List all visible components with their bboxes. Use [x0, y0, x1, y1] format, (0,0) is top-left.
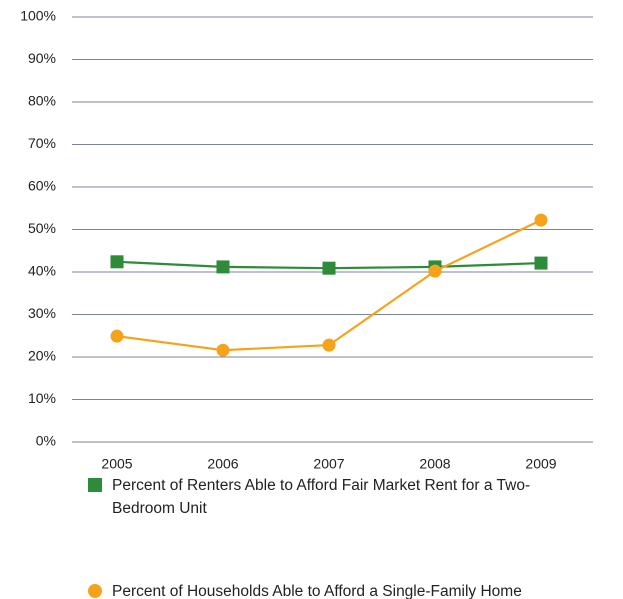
y-tick-label: 70%	[28, 135, 56, 151]
series-line	[116, 219, 542, 352]
point	[428, 264, 442, 278]
y-tick-label: 40%	[28, 263, 56, 279]
point	[322, 338, 336, 352]
x-tick-label: 2006	[207, 456, 238, 472]
legend-swatch	[88, 478, 102, 492]
point	[216, 343, 230, 357]
y-tick-label: 0%	[36, 433, 56, 449]
legend-item: Percent of Renters Able to Afford Fair M…	[88, 474, 588, 520]
point	[534, 256, 548, 270]
x-tick-label: 2007	[313, 456, 344, 472]
legend-label: Percent of Households Able to Afford a S…	[112, 583, 522, 599]
y-tick-label: 10%	[28, 390, 56, 406]
legend-item: Percent of Households Able to Afford a S…	[88, 580, 588, 599]
x-tick-label: 2008	[419, 456, 450, 472]
legend-swatch	[88, 584, 102, 598]
y-tick-label: 30%	[28, 305, 56, 321]
y-tick-label: 20%	[28, 348, 56, 364]
x-tick-label: 2009	[525, 456, 556, 472]
point	[534, 213, 548, 227]
point	[110, 255, 124, 269]
point	[216, 260, 230, 274]
point	[110, 329, 124, 343]
y-tick-label: 60%	[28, 178, 56, 194]
y-tick-label: 100%	[20, 8, 56, 24]
x-tick-label: 2005	[101, 456, 132, 472]
y-tick-label: 50%	[28, 220, 56, 236]
point	[322, 261, 336, 275]
y-tick-label: 90%	[28, 50, 56, 66]
y-tick-label: 80%	[28, 93, 56, 109]
legend-label: Percent of Renters Able to Afford Fair M…	[112, 477, 531, 517]
